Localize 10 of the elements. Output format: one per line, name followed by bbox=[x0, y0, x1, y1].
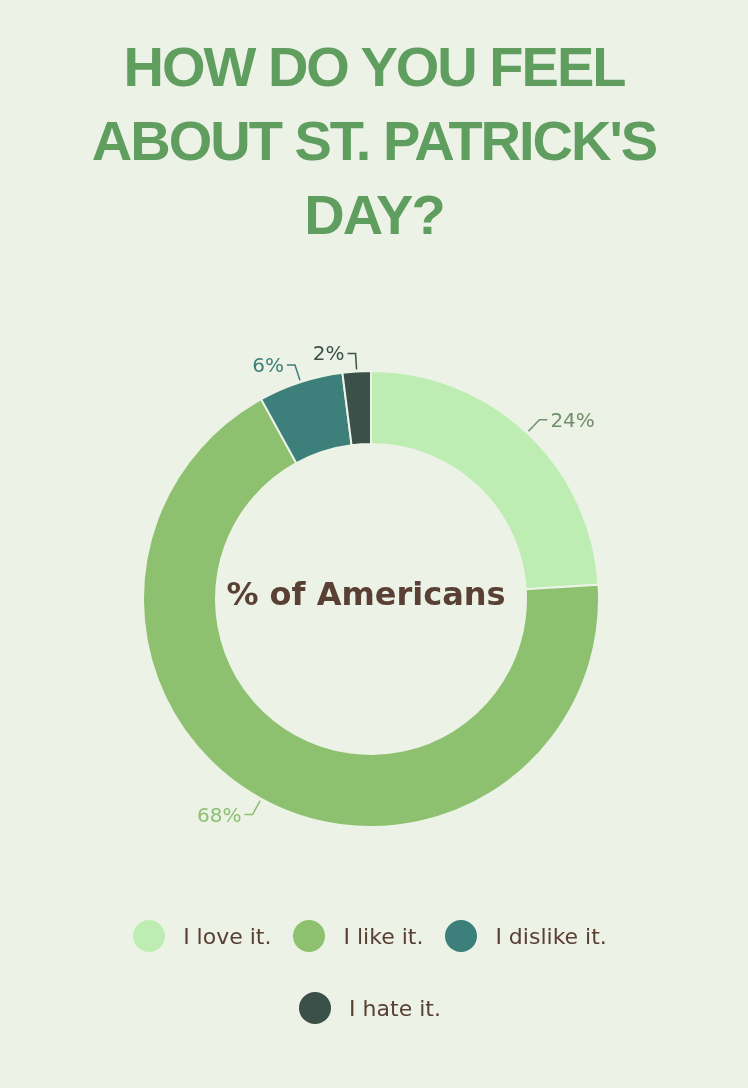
chart-title: HOW DO YOU FEEL ABOUT ST. PATRICK'S DAY? bbox=[90, 34, 658, 248]
data-label: 6% bbox=[252, 353, 284, 378]
legend-label: I love it. bbox=[183, 923, 272, 949]
data-label: 24% bbox=[550, 407, 595, 432]
legend-label: I like it. bbox=[343, 923, 424, 949]
legend-label: I hate it. bbox=[349, 995, 441, 1021]
legend-label: I dislike it. bbox=[495, 923, 607, 949]
text: % of Americans bbox=[226, 575, 506, 614]
data-label: 2% bbox=[312, 341, 345, 366]
data-label: 68% bbox=[197, 802, 242, 827]
